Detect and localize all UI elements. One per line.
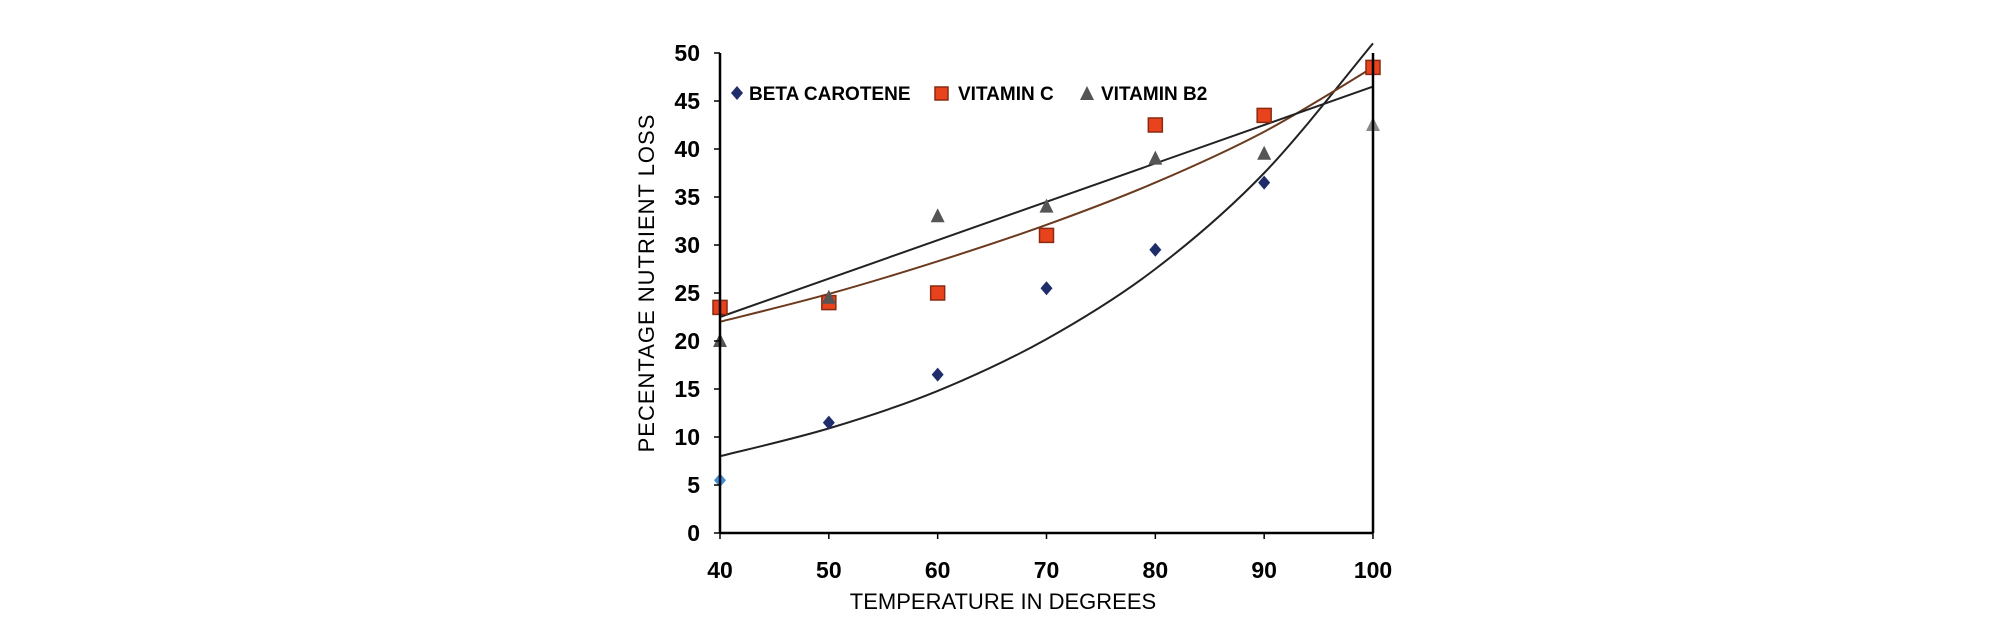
x-tick-label: 100 bbox=[1354, 557, 1392, 583]
point-vitamin-b2 bbox=[1039, 198, 1054, 213]
point-vitamin-c bbox=[929, 285, 946, 301]
x-axis-title: TEMPERATURE IN DEGREES bbox=[850, 589, 1156, 614]
x-tick-label: 60 bbox=[925, 557, 951, 583]
y-tick-label: 40 bbox=[674, 136, 700, 162]
trendline-layer bbox=[719, 42, 1374, 458]
y-tick-label: 50 bbox=[674, 40, 700, 66]
y-tick-label: 5 bbox=[687, 472, 700, 498]
point-vitamin-b2 bbox=[930, 208, 945, 223]
y-tick-label: 35 bbox=[674, 184, 700, 210]
y-tick-label: 15 bbox=[674, 376, 700, 402]
legend-label-vitamin-b2: VITAMIN B2 bbox=[1101, 84, 1207, 105]
point-vitamin-c bbox=[1147, 117, 1164, 133]
marker-layer bbox=[712, 59, 1381, 488]
point-vitamin-b2 bbox=[821, 289, 836, 304]
point-vitamin-c bbox=[1256, 107, 1272, 124]
x-tick-label: 70 bbox=[1034, 557, 1060, 583]
point-beta-carotene bbox=[1149, 242, 1162, 257]
x-tick-label: 50 bbox=[816, 557, 842, 583]
y-tick-label: 25 bbox=[674, 280, 700, 306]
point-beta-carotene bbox=[931, 367, 944, 382]
legend: BETA CAROTENE VITAMIN C VITAMIN B2 bbox=[731, 84, 1207, 105]
tick-labels: 0 5 10 15 20 25 30 35 40 45 50 40 50 60 70 80 90 100 bbox=[674, 40, 1392, 583]
y-tick-label: 20 bbox=[674, 328, 700, 354]
x-tick-label: 90 bbox=[1251, 557, 1277, 583]
legend-marker-beta-carotene bbox=[731, 86, 743, 100]
point-vitamin-b2 bbox=[1148, 150, 1163, 165]
legend-marker-vitamin-b2 bbox=[1080, 86, 1094, 100]
legend-label-beta-carotene: BETA CAROTENE bbox=[749, 84, 911, 105]
x-tick-label: 80 bbox=[1143, 557, 1169, 583]
point-beta-carotene bbox=[822, 415, 835, 430]
point-beta-carotene bbox=[1258, 175, 1271, 190]
trendline-beta-carotene bbox=[719, 42, 1374, 458]
point-beta-carotene bbox=[1040, 281, 1053, 296]
y-tick-label: 10 bbox=[674, 424, 700, 450]
point-vitamin-b2 bbox=[1257, 145, 1272, 160]
y-tick-label: 0 bbox=[687, 520, 700, 546]
legend-marker-vitamin-c bbox=[934, 86, 949, 101]
x-tick-label: 40 bbox=[707, 557, 733, 583]
y-axis-title: PECENTAGE NUTRIENT LOSS bbox=[634, 114, 659, 453]
legend-label-vitamin-c: VITAMIN C bbox=[958, 84, 1054, 105]
point-vitamin-c bbox=[1038, 227, 1055, 244]
y-tick-label: 45 bbox=[674, 88, 700, 114]
y-tick-label: 30 bbox=[674, 232, 700, 258]
